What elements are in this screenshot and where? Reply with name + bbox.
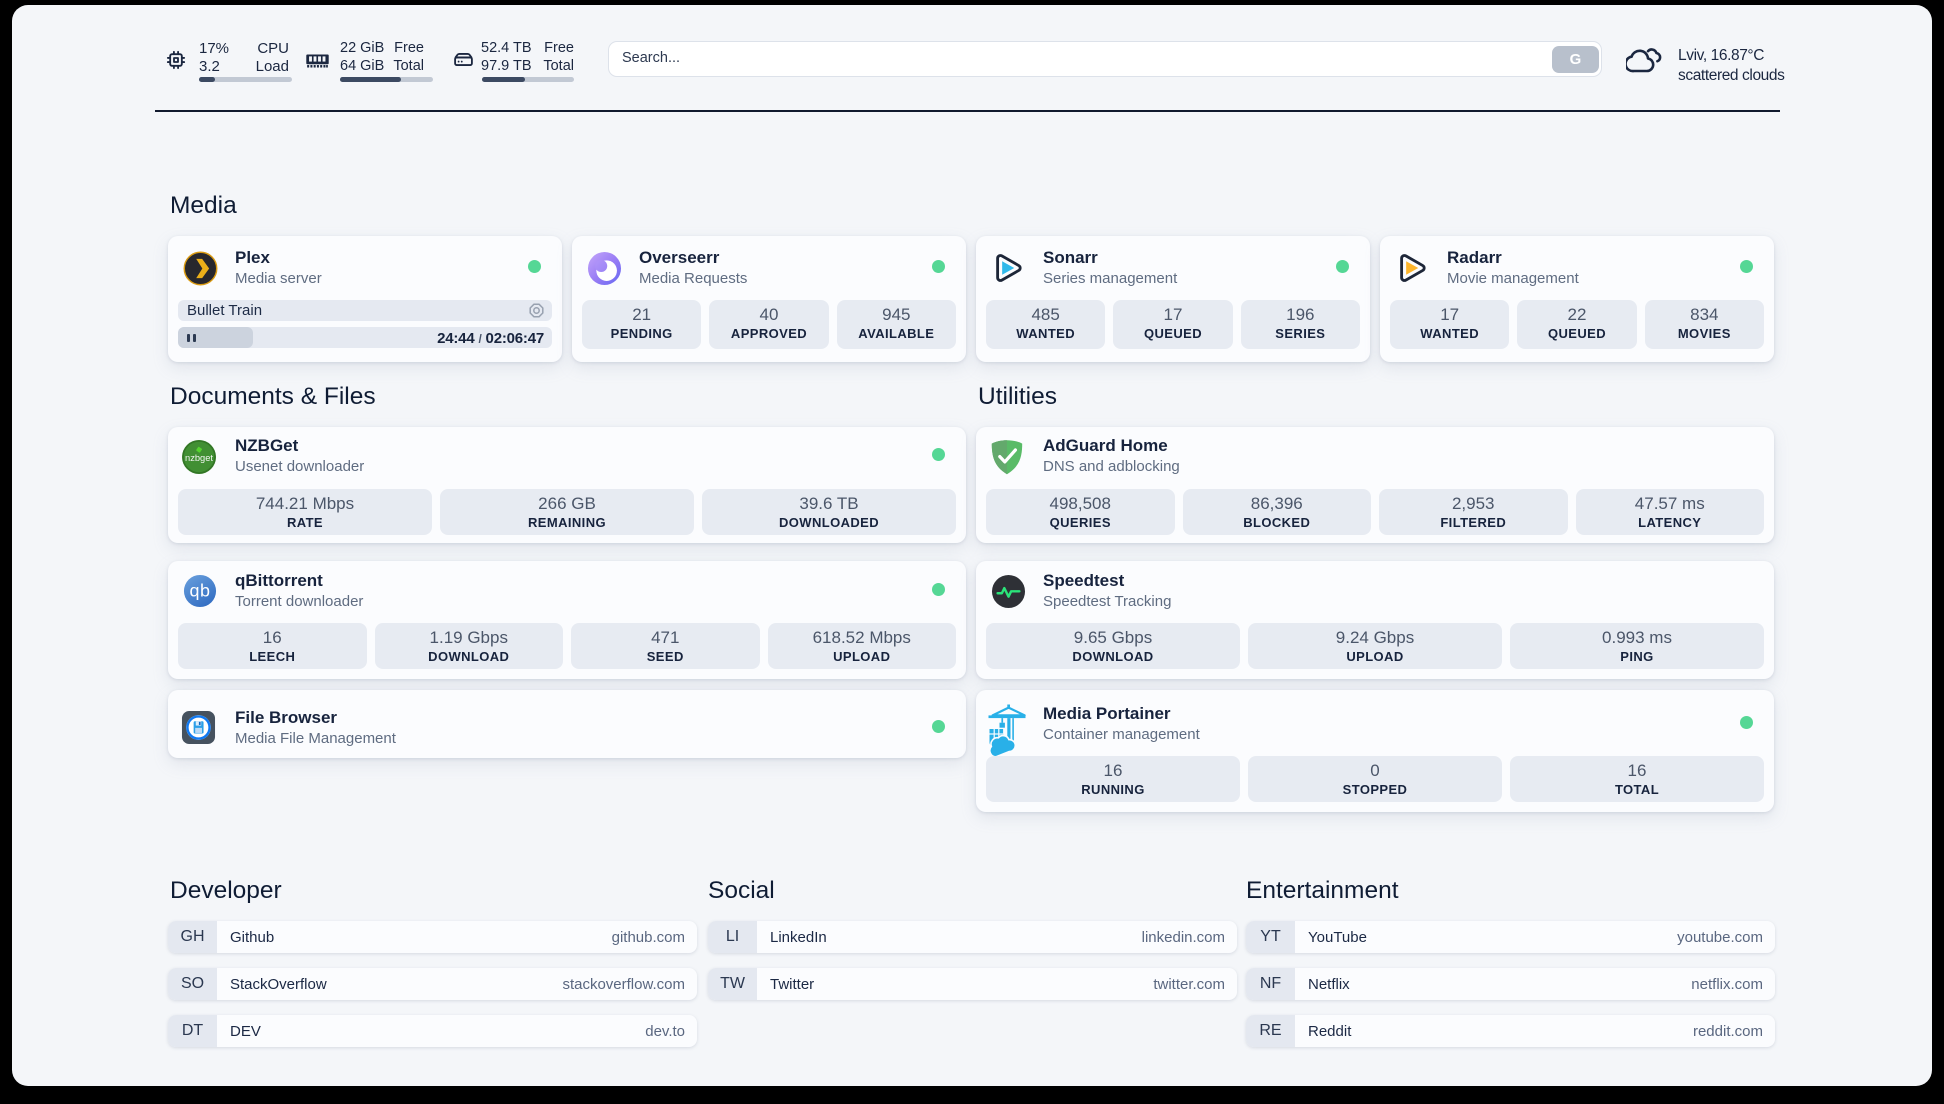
svg-text:qb: qb — [190, 581, 211, 601]
svg-text:nzbget: nzbget — [185, 453, 213, 463]
